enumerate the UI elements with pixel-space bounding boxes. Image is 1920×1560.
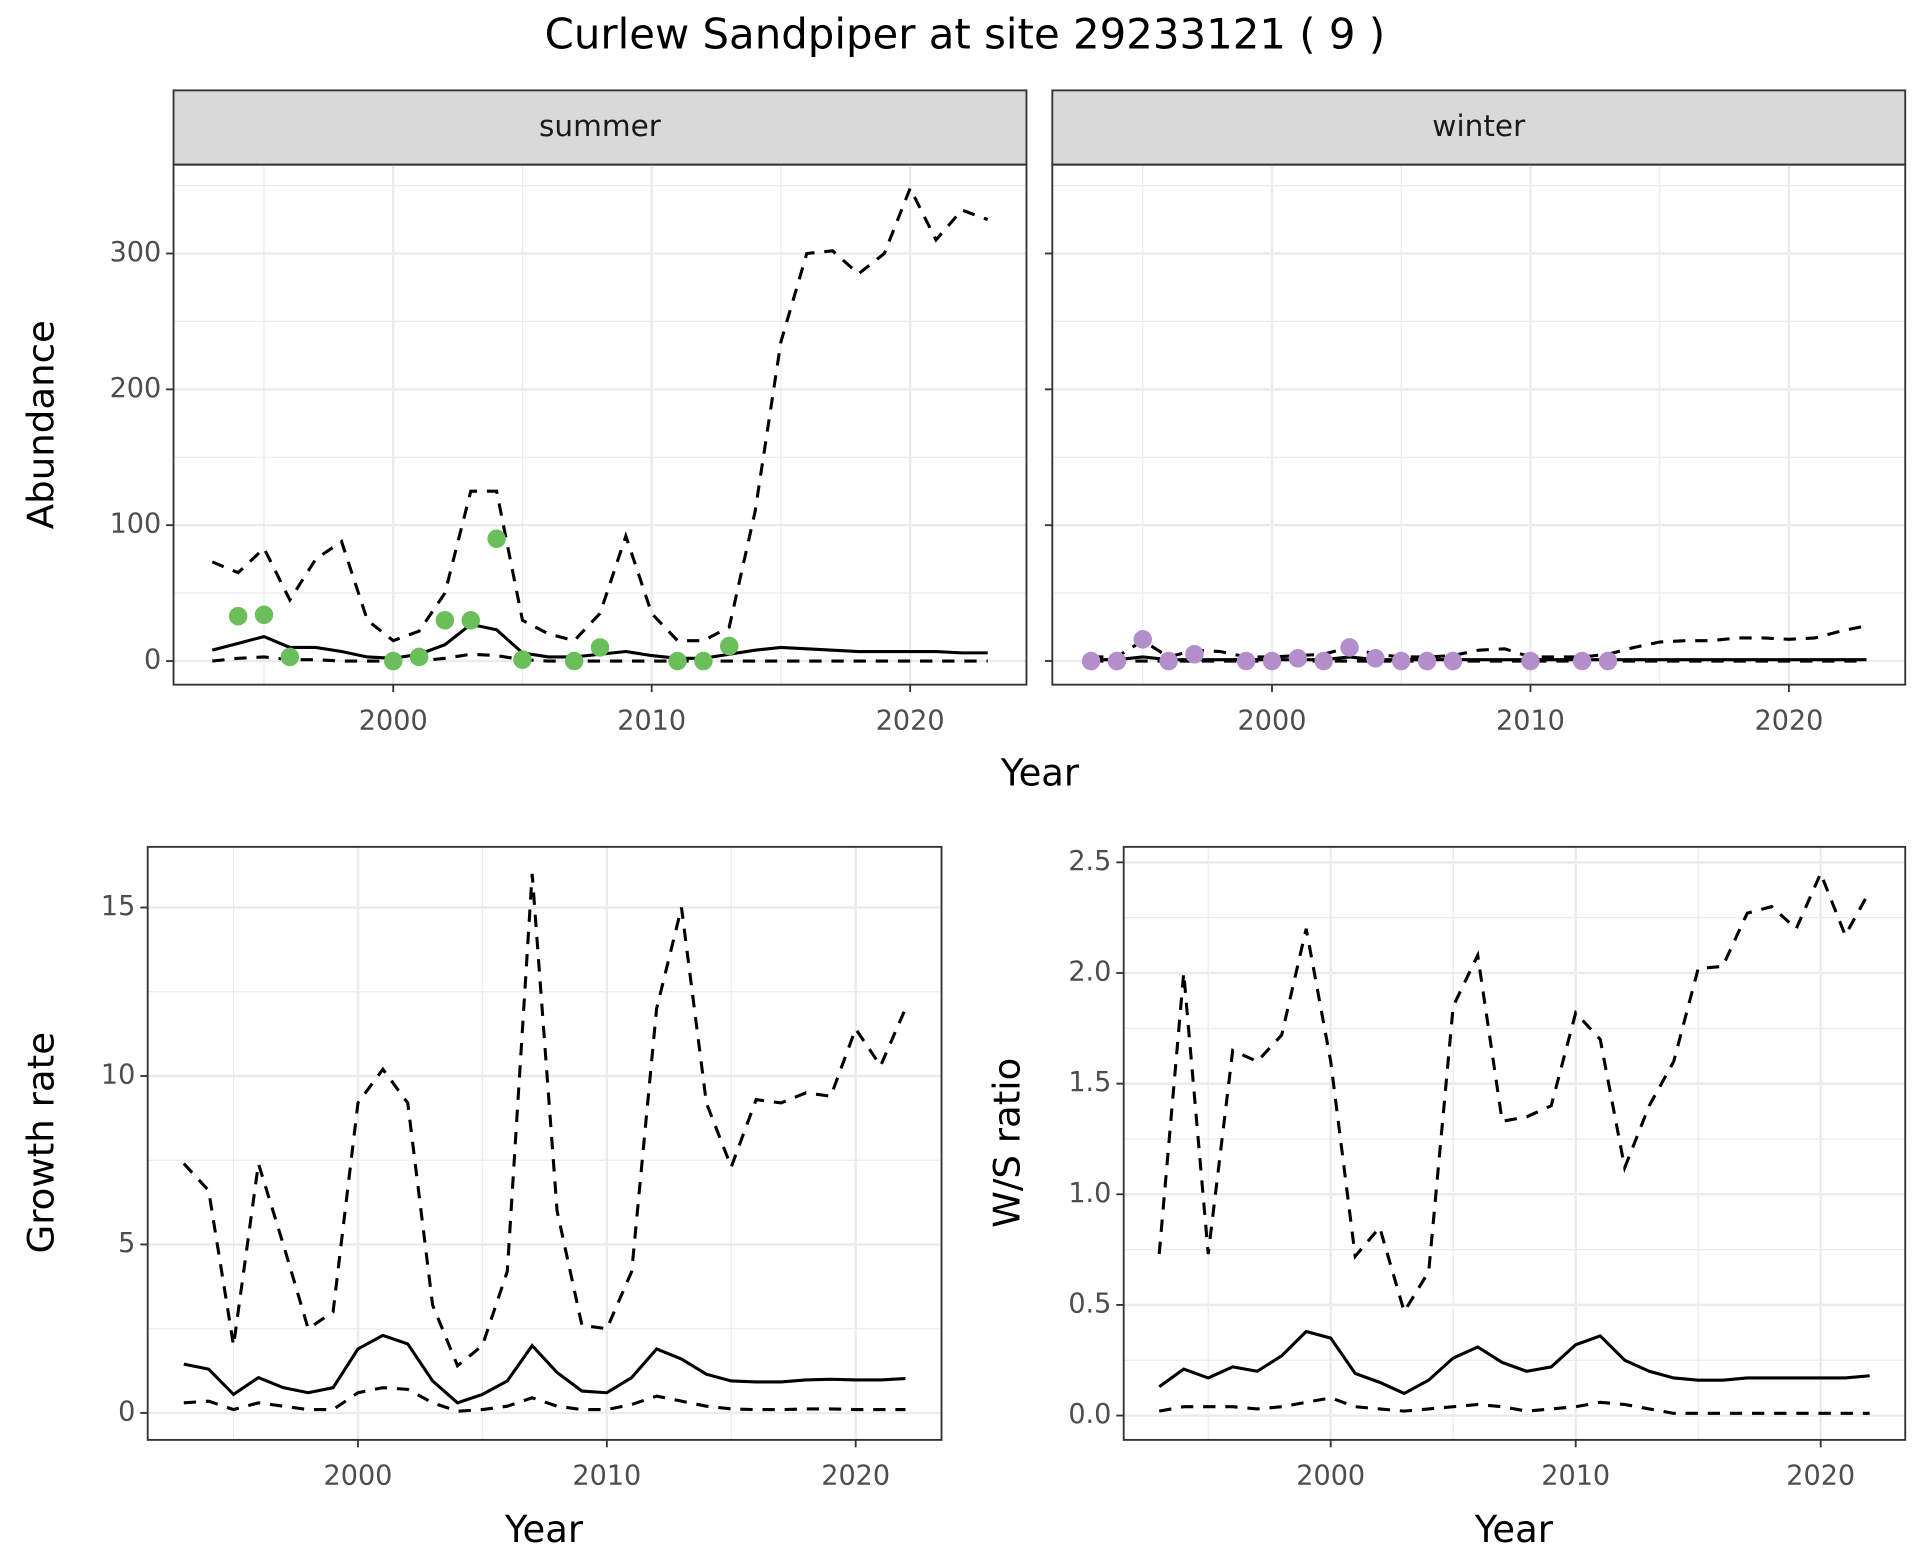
y-tick-label: 300: [110, 237, 162, 268]
y-tick-label: 2.5: [1068, 846, 1111, 877]
y-tick-label: 1.5: [1068, 1067, 1111, 1098]
y-tick-label: 1.0: [1068, 1178, 1111, 1209]
y-tick-label: 0: [144, 644, 161, 675]
y-tick-label: 100: [110, 509, 162, 540]
data-point: [461, 610, 480, 630]
data-point: [1288, 649, 1308, 668]
y-axis-label: Growth rate: [20, 1032, 63, 1254]
panel-border: [1051, 163, 1907, 686]
x-tick-label: 2000: [359, 705, 428, 736]
series-line: [182, 873, 907, 1369]
series-line: [211, 184, 989, 643]
panel-background: [147, 846, 942, 1440]
x-tick-label: 2020: [1754, 705, 1823, 736]
data-point: [1159, 651, 1178, 671]
data-point: [435, 610, 455, 630]
data-point: [1107, 651, 1127, 671]
series-line: [1158, 1396, 1870, 1415]
data-point: [1392, 651, 1411, 671]
data-point: [720, 636, 739, 656]
data-point: [487, 529, 506, 549]
y-tick-label: 10: [101, 1059, 135, 1090]
data-point: [1598, 651, 1618, 671]
figure-title: Curlew Sandpiper at site 29233121 ( 9 ): [545, 10, 1386, 59]
strip-background: [172, 89, 1028, 166]
x-tick-label: 2000: [1238, 705, 1307, 736]
data-point: [1443, 651, 1463, 671]
panel-background: [1052, 164, 1906, 685]
x-tick-label: 2020: [821, 1460, 890, 1491]
data-point: [1521, 651, 1540, 671]
data-point: [1081, 651, 1101, 671]
data-point: [694, 651, 713, 671]
x-tick-label: 2000: [324, 1460, 393, 1491]
data-point: [1417, 651, 1437, 671]
strip-label: summer: [539, 109, 662, 143]
x-tick-label: 2000: [1296, 1460, 1365, 1491]
strip-background: [1051, 89, 1907, 166]
strip-label: winter: [1432, 109, 1526, 143]
y-tick-label: 0.0: [1068, 1399, 1111, 1430]
panel-background: [173, 164, 1027, 685]
panel-border: [1122, 845, 1907, 1441]
panel-border: [172, 163, 1028, 686]
panel-background: [1123, 846, 1906, 1440]
series-line: [183, 1333, 906, 1405]
series-line: [212, 652, 988, 663]
y-tick-label: 5: [118, 1228, 135, 1259]
x-axis-label: Year: [1474, 1508, 1554, 1551]
y-tick-label: 2.0: [1068, 956, 1111, 987]
data-point: [228, 606, 248, 626]
x-axis-label: Year: [1000, 751, 1080, 794]
y-axis-label: W/S ratio: [986, 1058, 1029, 1228]
data-point: [564, 651, 584, 671]
data-point: [1572, 651, 1592, 671]
panel-border: [146, 845, 943, 1441]
series-line: [1091, 624, 1867, 659]
data-point: [668, 651, 687, 671]
data-point: [1366, 649, 1385, 668]
x-tick-label: 2010: [1541, 1460, 1610, 1491]
y-tick-label: 200: [110, 373, 162, 404]
y-tick-label: 15: [101, 891, 135, 922]
data-point: [1314, 651, 1333, 671]
data-point: [1340, 638, 1359, 657]
series-line: [1157, 869, 1872, 1316]
data-point: [513, 650, 532, 669]
y-tick-label: 0.5: [1068, 1288, 1111, 1319]
data-point: [254, 605, 274, 625]
x-axis-label: Year: [504, 1508, 584, 1551]
data-point: [384, 651, 403, 671]
data-point: [1262, 651, 1282, 671]
data-point: [590, 638, 610, 657]
x-tick-label: 2010: [1496, 705, 1565, 736]
data-point: [409, 647, 429, 667]
x-tick-label: 2020: [876, 705, 945, 736]
data-point: [1133, 630, 1152, 649]
series-line: [1158, 1329, 1870, 1396]
x-tick-label: 2010: [617, 705, 686, 736]
data-point: [280, 647, 300, 667]
y-axis-label: Abundance: [20, 320, 63, 529]
x-tick-label: 2010: [572, 1460, 641, 1491]
series-line: [183, 1386, 906, 1413]
data-point: [1236, 651, 1256, 671]
data-point: [1185, 644, 1204, 664]
x-tick-label: 2020: [1786, 1460, 1855, 1491]
y-tick-label: 0: [118, 1396, 135, 1427]
